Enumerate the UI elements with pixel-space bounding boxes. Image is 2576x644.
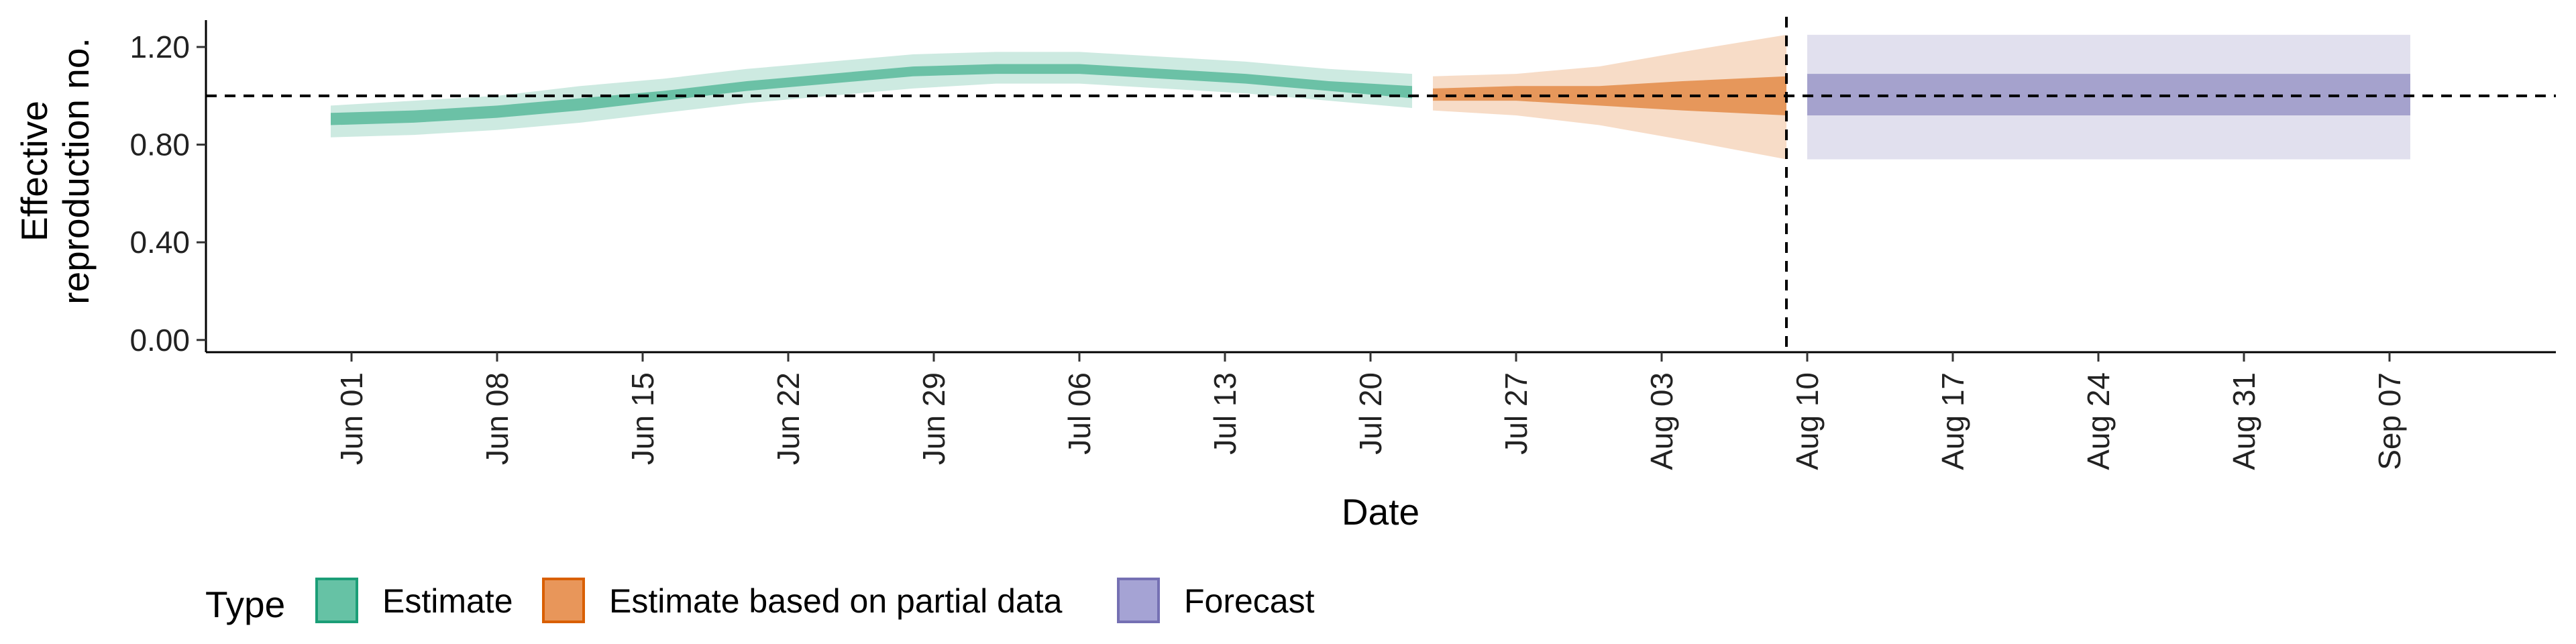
axes bbox=[205, 20, 2556, 354]
y-tick-label: 0.80 bbox=[129, 127, 190, 162]
x-tick-label: Jul 27 bbox=[1499, 372, 1534, 455]
x-tick-label: Jun 08 bbox=[480, 372, 515, 465]
band-50-estimate-based-on-partial-data bbox=[1433, 76, 1786, 115]
x-axis-title: Date bbox=[1342, 491, 1419, 533]
x-tick-label: Jul 20 bbox=[1353, 372, 1388, 455]
band-50-estimate bbox=[331, 64, 1412, 125]
x-tick-label: Jul 13 bbox=[1208, 372, 1242, 455]
x-tick-label: Aug 03 bbox=[1644, 372, 1679, 470]
legend-key-partial bbox=[542, 578, 585, 623]
legend-key-forecast bbox=[1117, 578, 1160, 623]
y-tick-label: 1.20 bbox=[129, 30, 190, 64]
reference-lines bbox=[206, 17, 2556, 352]
x-tick-label: Jun 22 bbox=[771, 372, 806, 465]
y-tick-label: 0.00 bbox=[129, 323, 190, 358]
legend: Type Estimate Estimate based on partial … bbox=[205, 578, 1315, 625]
x-tick-label: Jul 06 bbox=[1062, 372, 1097, 455]
legend-label-forecast: Forecast bbox=[1184, 582, 1315, 620]
y-axis-title-line-1: Effective bbox=[13, 101, 55, 241]
x-tick-label: Aug 31 bbox=[2226, 372, 2261, 470]
x-tick-label: Jun 01 bbox=[334, 372, 369, 465]
legend-label-partial: Estimate based on partial data bbox=[609, 582, 1063, 620]
x-tick-label: Aug 24 bbox=[2081, 372, 2116, 470]
x-tick-label: Jun 29 bbox=[916, 372, 951, 465]
legend-title: Type bbox=[205, 584, 285, 625]
x-tick-label: Aug 17 bbox=[1935, 372, 1970, 470]
ticks: 0.00 0.40 0.80 1.20 Jun 01 Jun 08 Jun 15 Jun 22… bbox=[129, 30, 2407, 470]
legend-key-estimate bbox=[315, 578, 358, 623]
x-tick-label: Sep 07 bbox=[2372, 372, 2407, 470]
legend-label-estimate: Estimate bbox=[382, 582, 513, 620]
y-axis-title-line-2: reproduction no. bbox=[55, 38, 97, 305]
y-tick-label: 0.40 bbox=[129, 225, 190, 260]
x-tick-label: Aug 10 bbox=[1790, 372, 1825, 470]
x-tick-label: Jun 15 bbox=[625, 372, 660, 465]
